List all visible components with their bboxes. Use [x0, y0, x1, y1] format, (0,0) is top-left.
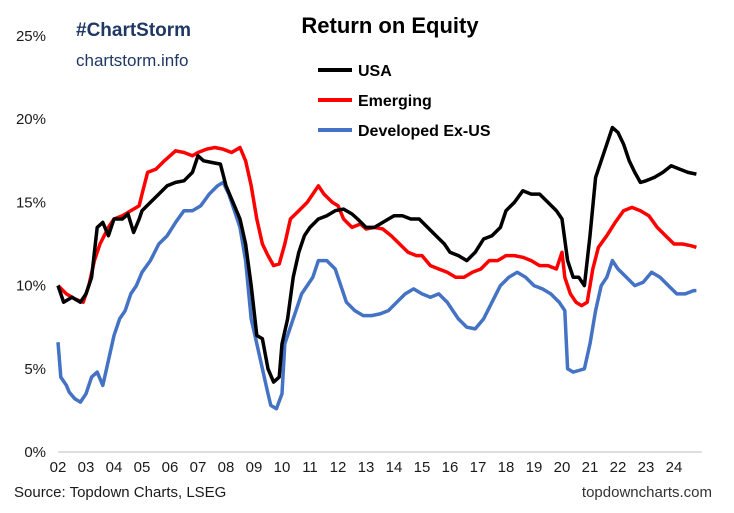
y-tick-label: 5% [24, 361, 46, 378]
series-line [56, 125, 697, 384]
x-axis-ticks: 02 03 04 05 06 07 08 09 10 11 12 13 14 15 16 17 18 19 20 21… [50, 459, 683, 476]
x-tick-label: 21 [582, 459, 599, 476]
x-tick-label: 23 [638, 459, 655, 476]
y-tick-label: 10% [16, 278, 46, 295]
x-tick-label: 02 [50, 459, 67, 476]
brand-site: chartstorm.info [76, 51, 188, 70]
x-tick-label: 08 [218, 459, 235, 476]
legend: USA Emerging Developed Ex-US [318, 63, 491, 140]
y-tick-label: 0% [24, 444, 46, 461]
x-tick-label: 03 [78, 459, 95, 476]
x-tick-label: 09 [246, 459, 263, 476]
x-tick-label: 14 [386, 459, 403, 476]
x-tick-label: 22 [610, 459, 627, 476]
brand-hashtag: #ChartStorm [76, 20, 191, 41]
x-tick-label: 18 [498, 459, 515, 476]
legend-label: Developed Ex-US [358, 123, 491, 140]
y-tick-label: 25% [16, 28, 46, 45]
x-tick-label: 07 [190, 459, 207, 476]
chart-title: Return on Equity [301, 13, 479, 38]
x-tick-label: 12 [330, 459, 347, 476]
series-line [56, 180, 697, 411]
x-tick-label: 13 [358, 459, 375, 476]
y-tick-label: 15% [16, 194, 46, 211]
legend-label: USA [358, 63, 392, 80]
y-tick-label: 20% [16, 111, 46, 128]
x-tick-label: 24 [666, 459, 683, 476]
chart-svg: #ChartStorm chartstorm.info Return on Eq… [16, 13, 702, 476]
x-tick-label: 05 [134, 459, 151, 476]
x-tick-label: 06 [162, 459, 179, 476]
x-tick-label: 20 [554, 459, 571, 476]
x-tick-label: 17 [470, 459, 487, 476]
x-tick-label: 10 [274, 459, 291, 476]
x-tick-label: 04 [106, 459, 123, 476]
footer-site: topdowncharts.com [581, 484, 712, 501]
x-tick-label: 16 [442, 459, 459, 476]
source-note: Source: Topdown Charts, LSEG [14, 484, 227, 501]
x-tick-label: 11 [302, 459, 318, 476]
x-tick-label: 15 [414, 459, 431, 476]
x-tick-label: 19 [526, 459, 543, 476]
y-axis-ticks: 0% 5% 10% 15% 20% 25% [16, 28, 46, 461]
series-group [56, 125, 697, 411]
legend-label: Emerging [358, 93, 432, 110]
